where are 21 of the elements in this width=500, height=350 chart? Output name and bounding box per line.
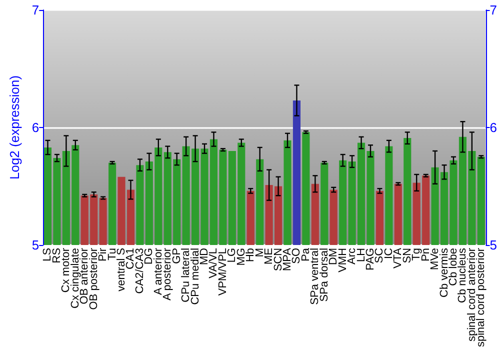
- x-tick-label: spinal cord posterior: [475, 248, 488, 348]
- x-tick-label: PAG: [364, 248, 376, 270]
- x-tick-label: Tg: [410, 248, 423, 261]
- x-tick-label: RS: [50, 248, 63, 264]
- x-tick-label: CPu medial: [189, 248, 202, 305]
- y-axis-title: Log2 (expression): [7, 75, 22, 180]
- y2-tick-label: 6: [490, 120, 498, 135]
- x-tick-label: SCN: [272, 248, 284, 272]
- x-tick-label: SPa dorsal: [318, 248, 330, 302]
- x-tick-label: IC: [382, 248, 395, 259]
- y-tick-label: 5: [32, 237, 40, 252]
- y2-tick-label: 5: [490, 237, 498, 252]
- x-tick-label: Cb lobe: [447, 248, 460, 286]
- x-tick-label: VPM/VPL: [216, 248, 229, 296]
- x-tick-label: MVe: [429, 248, 442, 270]
- x-tick-label: SN: [401, 248, 414, 264]
- x-tick-label: Arc: [346, 247, 358, 264]
- y-tick-label: 6: [32, 120, 40, 135]
- y-tick-label: 7: [32, 2, 40, 18]
- x-tick-label: Pir: [97, 248, 110, 262]
- y2-tick-label: 7: [490, 2, 498, 18]
